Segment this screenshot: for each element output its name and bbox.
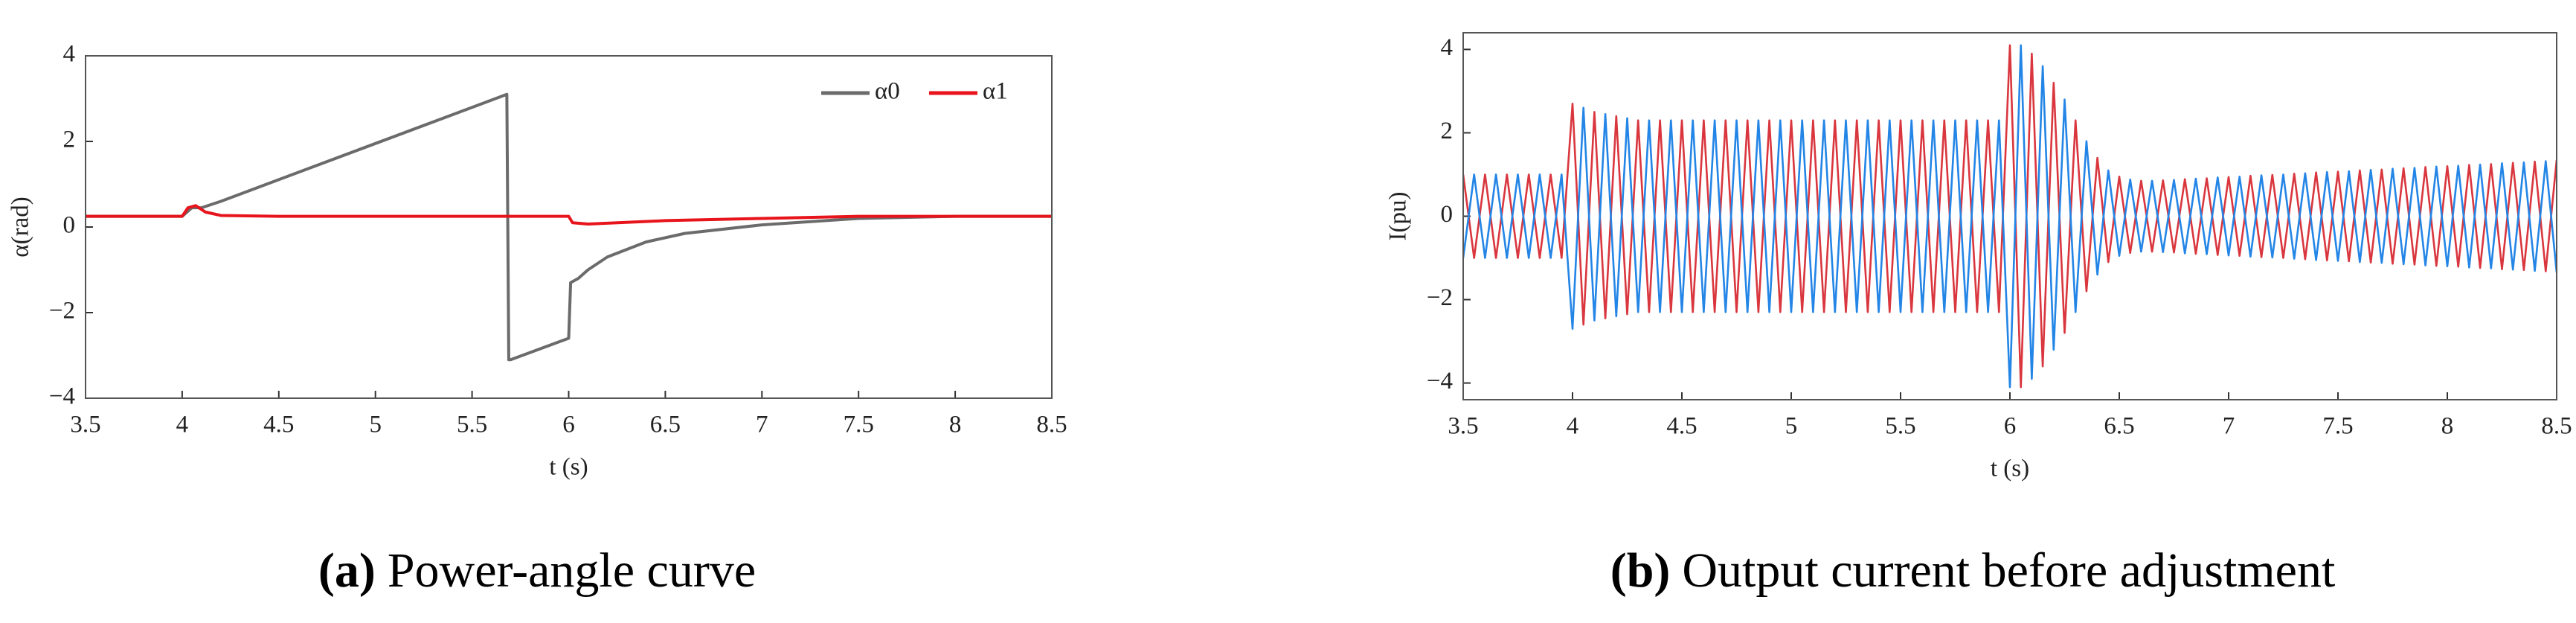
y-tick-label: −2 [49, 298, 75, 325]
caption-tag: (b) [1610, 543, 1671, 598]
x-tick-label: 6.5 [2104, 413, 2134, 440]
x-tick-label: 3.5 [70, 412, 100, 438]
x-tick-label: 5 [369, 412, 382, 438]
plot-frame [85, 55, 1053, 399]
x-tick-label: 7 [2223, 413, 2235, 440]
y-tick-label: −4 [49, 383, 75, 410]
caption: (a) Power-angle curve [318, 543, 756, 598]
x-tick-label: 8 [949, 412, 962, 438]
y-tick-label: 4 [63, 41, 76, 68]
x-tick-label: 6 [2004, 413, 2017, 440]
y-tick-label: 2 [1441, 118, 1454, 144]
y-tick-label: 0 [1441, 201, 1454, 228]
y-tick-label: 2 [63, 127, 76, 153]
x-tick-label: 4 [1567, 413, 1579, 440]
legend-label: α0 [875, 78, 900, 105]
caption-text: Power-angle curve [388, 543, 756, 598]
x-axis-label: t (s) [549, 454, 588, 481]
x-tick-label: 8 [2441, 413, 2454, 440]
x-tick-label: 3.5 [1448, 413, 1478, 440]
x-tick-label: 7 [756, 412, 768, 438]
y-axis-label: I(pu) [1385, 192, 1412, 241]
x-tick-label: 7.5 [844, 412, 874, 438]
x-axis-label: t (s) [1991, 456, 2029, 482]
legend-label: α1 [983, 78, 1008, 105]
y-tick-label: 0 [63, 212, 76, 239]
x-tick-label: 5 [1785, 413, 1798, 440]
x-tick-label: 8.5 [1036, 412, 1067, 438]
x-tick-label: 7.5 [2322, 413, 2353, 440]
caption: (b) Output current before adjustment [1610, 543, 2336, 598]
y-tick-label: −2 [1427, 284, 1453, 311]
data-line [86, 92, 1052, 362]
x-tick-label: 6.5 [650, 412, 681, 438]
x-tick-label: 6 [562, 412, 575, 438]
x-tick-label: 4 [176, 412, 189, 438]
caption-text: Output current before adjustment [1682, 543, 2335, 598]
y-tick-label: −4 [1427, 368, 1453, 394]
data-line [1463, 44, 2557, 389]
x-tick-label: 5.5 [457, 412, 487, 438]
x-tick-label: 4.5 [263, 412, 294, 438]
x-tick-label: 8.5 [2541, 413, 2572, 440]
x-tick-label: 5.5 [1885, 413, 1915, 440]
y-axis-label: α(rad) [7, 197, 34, 257]
y-tick-label: 4 [1441, 34, 1454, 61]
caption-tag: (a) [318, 543, 376, 598]
data-line [1463, 44, 2557, 389]
data-line [86, 204, 1052, 226]
x-tick-label: 4.5 [1666, 413, 1697, 440]
plot-frame [1462, 32, 2557, 400]
